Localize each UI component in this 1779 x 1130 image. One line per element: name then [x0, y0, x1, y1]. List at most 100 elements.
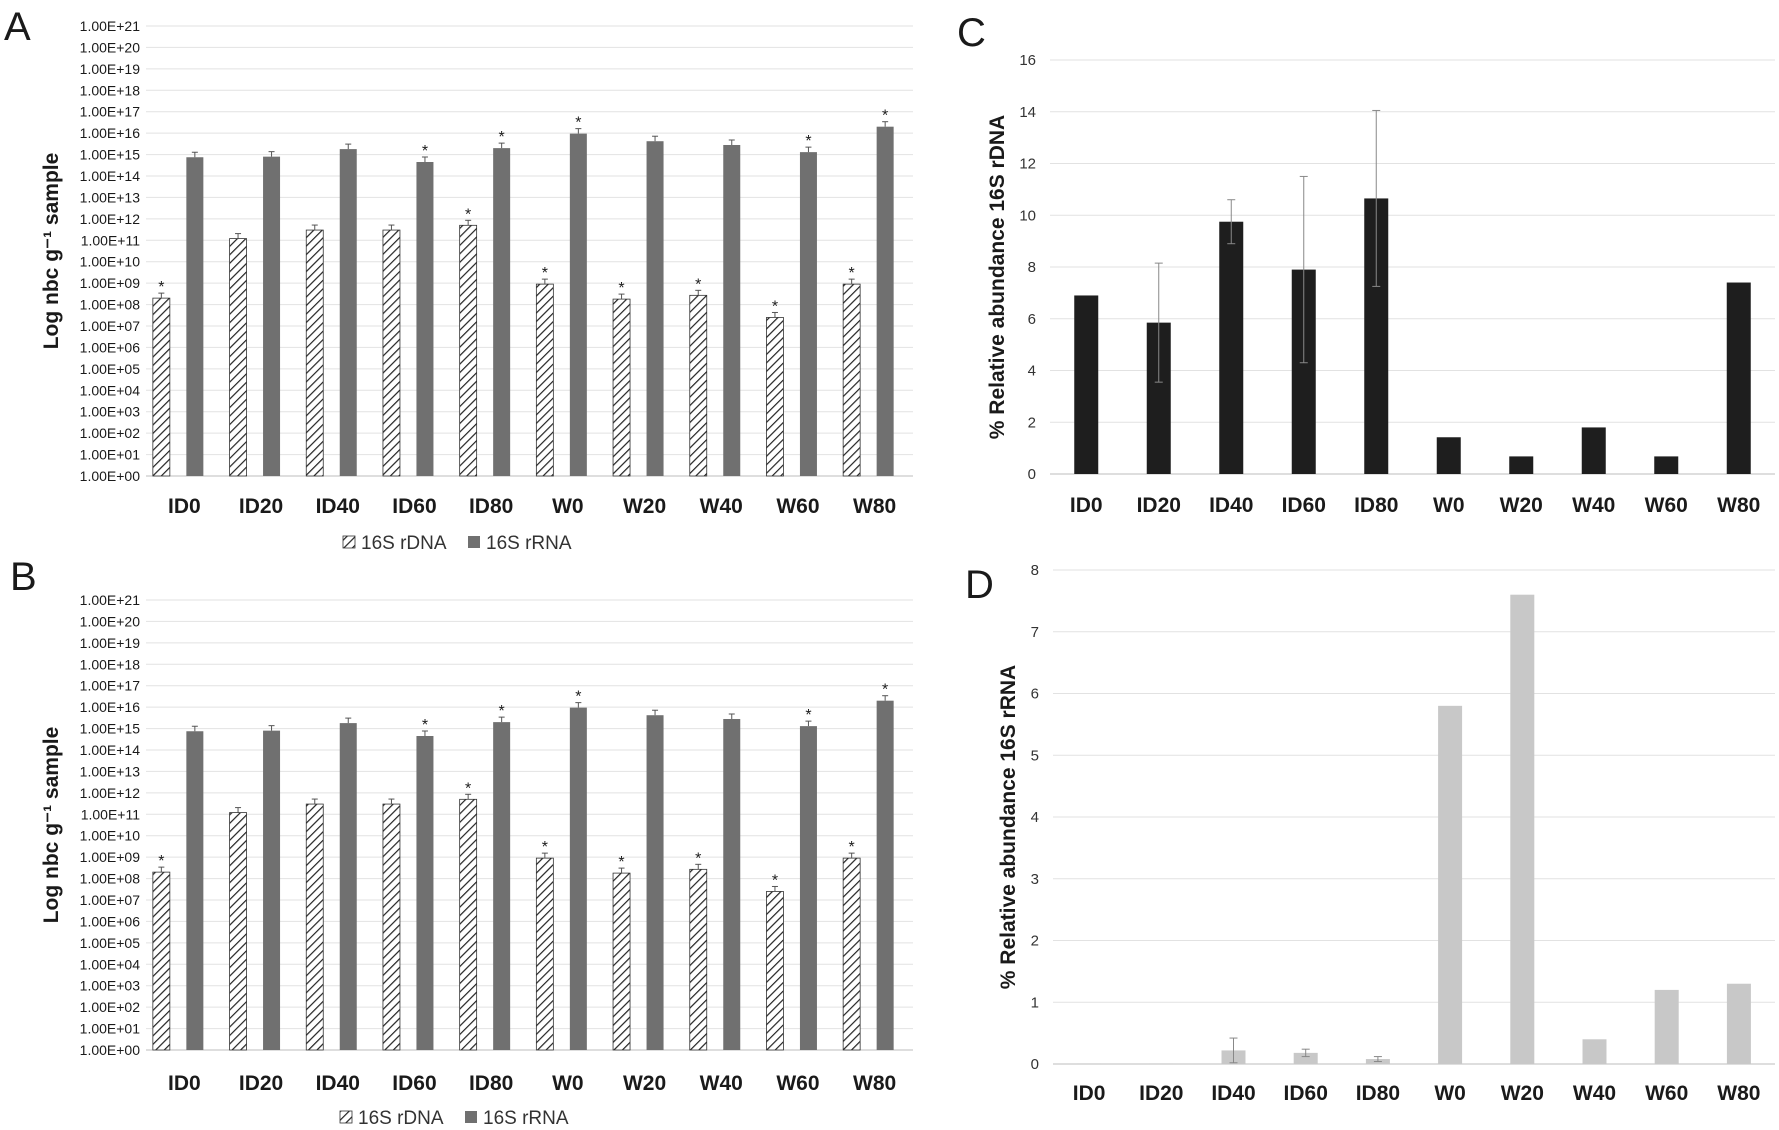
y-tick-label: 7	[1031, 624, 1039, 641]
bar-16s-rdna-id40	[305, 229, 324, 477]
significance-star: *	[465, 780, 471, 797]
significance-star: *	[618, 854, 624, 871]
bar-16s-rrna-id0	[186, 157, 204, 476]
category-label-w60: W60	[1645, 1082, 1688, 1105]
category-label-id20: ID20	[1139, 1082, 1183, 1105]
y-tick-label: 1.00E+05	[80, 361, 141, 377]
bar-16s-rdna-id0	[152, 297, 171, 477]
y-tick-label: 1.00E+04	[80, 382, 141, 398]
category-label-w40: W40	[1573, 1082, 1616, 1105]
y-tick-label: 1.00E+03	[80, 978, 141, 994]
significance-star: *	[618, 280, 624, 297]
y-tick-label: 4	[1031, 809, 1039, 826]
y-tick-label: 1.00E+11	[81, 806, 141, 822]
category-label-id60: ID60	[1284, 1082, 1328, 1105]
y-tick-label: 1.00E+06	[80, 339, 141, 355]
y-tick-label: 1.00E+20	[80, 39, 141, 55]
y-tick-label: 16	[1019, 52, 1036, 69]
y-tick-label: 1.00E+10	[80, 254, 141, 270]
category-label-w20: W20	[1500, 494, 1543, 517]
significance-star: *	[772, 872, 778, 889]
significance-star: *	[465, 206, 471, 223]
category-label-w60: W60	[776, 495, 819, 518]
y-tick-label: 1.00E+08	[80, 297, 141, 313]
category-label-w20: W20	[1501, 1082, 1544, 1105]
y-tick-label: 8	[1031, 562, 1039, 579]
bar-16s-rdna-id80	[459, 224, 478, 477]
category-label-w0: W0	[1434, 1082, 1466, 1105]
category-label-id20: ID20	[239, 1072, 283, 1095]
y-tick-label: 1.00E+01	[80, 447, 141, 463]
y-tick-label: 1.00E+14	[80, 168, 141, 184]
significance-star: *	[158, 853, 164, 870]
bar-16s-rrna-id20	[263, 730, 281, 1050]
bar-16s-rrna-id40	[339, 149, 357, 476]
panel-letter-c: C	[957, 11, 986, 55]
y-tick-label: 1.00E+12	[80, 785, 141, 801]
category-label-w60: W60	[776, 1072, 819, 1095]
y-tick-label: 6	[1028, 311, 1036, 328]
bar-16s-rrna-id20	[263, 156, 281, 476]
y-tick-label: 0	[1031, 1056, 1039, 1073]
bar-w20	[1509, 456, 1534, 474]
y-tick-label: 1.00E+07	[80, 892, 141, 908]
category-label-w40: W40	[700, 495, 743, 518]
y-tick-label: 6	[1031, 686, 1039, 703]
bar-16s-rdna-w60	[766, 891, 784, 1051]
y-tick-label: 10	[1019, 207, 1036, 224]
y-tick-label: 3	[1031, 871, 1039, 888]
y-tick-label: 1.00E+08	[80, 871, 141, 887]
significance-star: *	[882, 682, 888, 699]
category-label-id20: ID20	[239, 495, 283, 518]
y-axis-title: Log nbc g⁻¹ sample	[40, 153, 63, 350]
y-tick-label: 1	[1031, 994, 1039, 1011]
bar-16s-rrna-w0	[569, 707, 587, 1050]
category-label-w40: W40	[1572, 494, 1615, 517]
category-label-id40: ID40	[1209, 494, 1253, 517]
bar-16s-rdna-w80	[842, 283, 861, 477]
y-tick-label: 1.00E+09	[80, 275, 141, 291]
category-label-id80: ID80	[1354, 494, 1398, 517]
y-tick-label: 0	[1028, 466, 1036, 483]
significance-star: *	[695, 850, 701, 867]
bar-16s-rdna-id60	[382, 229, 401, 477]
category-label-id80: ID80	[1356, 1082, 1400, 1105]
bar-16s-rrna-w40	[723, 718, 741, 1050]
bar-w80	[1726, 282, 1751, 474]
category-label-id60: ID60	[1282, 494, 1326, 517]
category-label-id80: ID80	[469, 1072, 513, 1095]
bar-16s-rdna-w20	[612, 298, 631, 477]
y-tick-label: 1.00E+18	[80, 656, 141, 672]
y-tick-label: 1.00E+06	[80, 913, 141, 929]
y-tick-label: 1.00E+10	[80, 828, 141, 844]
y-tick-label: 2	[1031, 933, 1039, 950]
y-tick-label: 1.00E+01	[80, 1021, 141, 1037]
panel-letter-b: B	[10, 555, 37, 599]
significance-star: *	[849, 265, 855, 282]
legend-label-16s-rdna: 16S rDNA	[358, 1108, 444, 1129]
y-tick-label: 1.00E+17	[80, 104, 141, 120]
bar-w80	[1726, 983, 1751, 1064]
y-tick-label: 1.00E+04	[80, 956, 141, 972]
y-tick-label: 1.00E+15	[80, 721, 141, 737]
y-tick-label: 1.00E+13	[80, 763, 141, 779]
chart-panel-d: 0 1 2 3 4 5 6 7 8 % Relative abundance 16S rRNA ID…	[997, 562, 1775, 1105]
y-tick-label: 1.00E+18	[80, 82, 141, 98]
legend-swatch-16s-rrna	[468, 536, 480, 548]
chart-panel-b: 1.00E+00 1.00E+01 1.00E+02 1.00E+03 1.00E+04…	[40, 592, 913, 1129]
category-label-id0: ID0	[1070, 494, 1103, 517]
legend-swatch-16s-rdna	[342, 535, 356, 549]
bar-id40	[1219, 221, 1244, 474]
bar-16s-rrna-w20	[646, 715, 664, 1050]
category-label-w80: W80	[1717, 1082, 1760, 1105]
significance-star: *	[158, 279, 164, 296]
y-tick-label: 1.00E+21	[80, 18, 141, 34]
bar-16s-rrna-w60	[799, 152, 817, 476]
bar-16s-rdna-w80	[842, 857, 861, 1051]
category-label-id80: ID80	[469, 495, 513, 518]
category-label-w80: W80	[1717, 494, 1760, 517]
category-label-id60: ID60	[392, 1072, 436, 1095]
bar-16s-rrna-w40	[723, 144, 741, 476]
legend-label-16s-rdna: 16S rDNA	[361, 533, 447, 554]
